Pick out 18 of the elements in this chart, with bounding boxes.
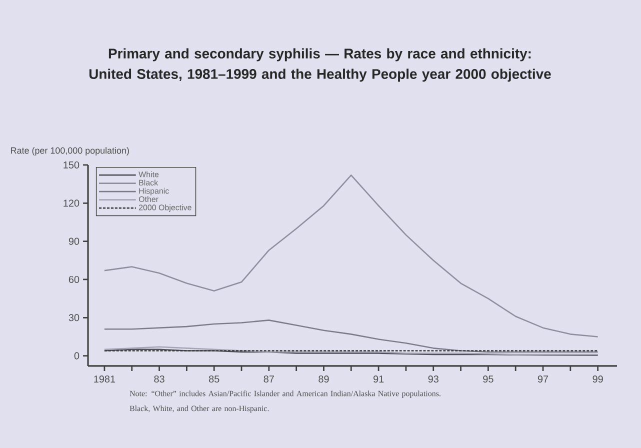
y-tick-label: 150 [64, 161, 80, 169]
x-tick-label: 99 [592, 375, 603, 383]
x-tick-label: 85 [208, 375, 220, 383]
y-tick-label: 60 [68, 276, 80, 283]
x-tick-label: 95 [483, 375, 494, 383]
x-tick-label: 97 [538, 375, 548, 383]
y-tick-label: 90 [68, 238, 80, 245]
x-tick-label: 89 [318, 375, 329, 383]
y-axis-title: Rate (per 100,000 population) [11, 147, 129, 156]
chart-title: Primary and secondary syphilis — Rates by race and ethnicity: United States, 1981–1999 and the Healthy People year 2000 objective [89, 48, 551, 82]
x-tick-label: 93 [428, 375, 438, 383]
x-tick-label: 1981 [94, 375, 116, 383]
y-tick-label: 0 [74, 352, 80, 360]
y-tick-label: 30 [68, 314, 80, 322]
x-tick-label: 83 [154, 375, 164, 383]
y-tick-label: 120 [64, 200, 80, 207]
x-tick-label: 91 [373, 375, 384, 383]
x-tick-label: 87 [264, 375, 274, 383]
